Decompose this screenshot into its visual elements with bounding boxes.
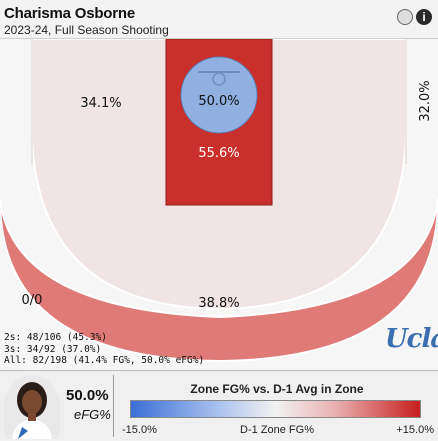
header: Charisma Osborne 2023-24, Full Season Sh…: [0, 0, 438, 39]
court: 50.0% 55.6% 34.1% 32.0% 0/0 38.8%: [0, 39, 438, 369]
legend-color-scale: [130, 400, 421, 418]
legend-min-label: -15.0%: [122, 424, 157, 436]
efg-label: eFG%: [74, 407, 111, 422]
legend-max-label: +15.0%: [396, 424, 434, 436]
rim: [212, 72, 226, 86]
label-corner-three-left: 0/0: [22, 293, 43, 308]
footer-divider: [113, 375, 114, 437]
player-name: Charisma Osborne: [4, 5, 136, 22]
threes-stat: 3s: 34/92 (37.0%): [4, 343, 102, 355]
efg-value: 50.0%: [66, 387, 109, 404]
avatar-icon: [4, 375, 60, 439]
label-restricted-area: 50.0%: [198, 94, 239, 109]
player-headshot: [4, 375, 60, 439]
season-subtitle: 2023-24, Full Season Shooting: [4, 23, 169, 37]
label-paint: 55.6%: [198, 146, 239, 161]
legend-mid-label: D-1 Zone FG%: [240, 424, 314, 436]
label-above-break-three: 38.8%: [198, 296, 239, 311]
court-svg: 50.0% 55.6% 34.1% 32.0% 0/0 38.8%: [0, 39, 438, 369]
twos-stat: 2s: 48/106 (45.3%): [4, 332, 107, 343]
legend-title: Zone FG% vs. D-1 Avg in Zone: [190, 382, 364, 396]
zone-backcourt: [0, 199, 438, 369]
all-stat: All: 82/198 (41.4% FG%, 50.0% eFG%): [4, 355, 205, 366]
info-icon[interactable]: i: [416, 9, 432, 25]
team-logo: Ucla: [385, 324, 438, 354]
footer: 50.0% eFG% Zone FG% vs. D-1 Avg in Zone …: [0, 370, 438, 441]
toggle-circle-icon[interactable]: [397, 9, 413, 25]
zone-restricted-area[interactable]: [180, 56, 258, 134]
shooting-summary: 2s: 48/106 (45.3%) 3s: 34/92 (37.0%) All…: [4, 332, 204, 367]
label-midrange-right: 32.0%: [418, 80, 433, 121]
label-midrange-left: 34.1%: [80, 96, 121, 111]
